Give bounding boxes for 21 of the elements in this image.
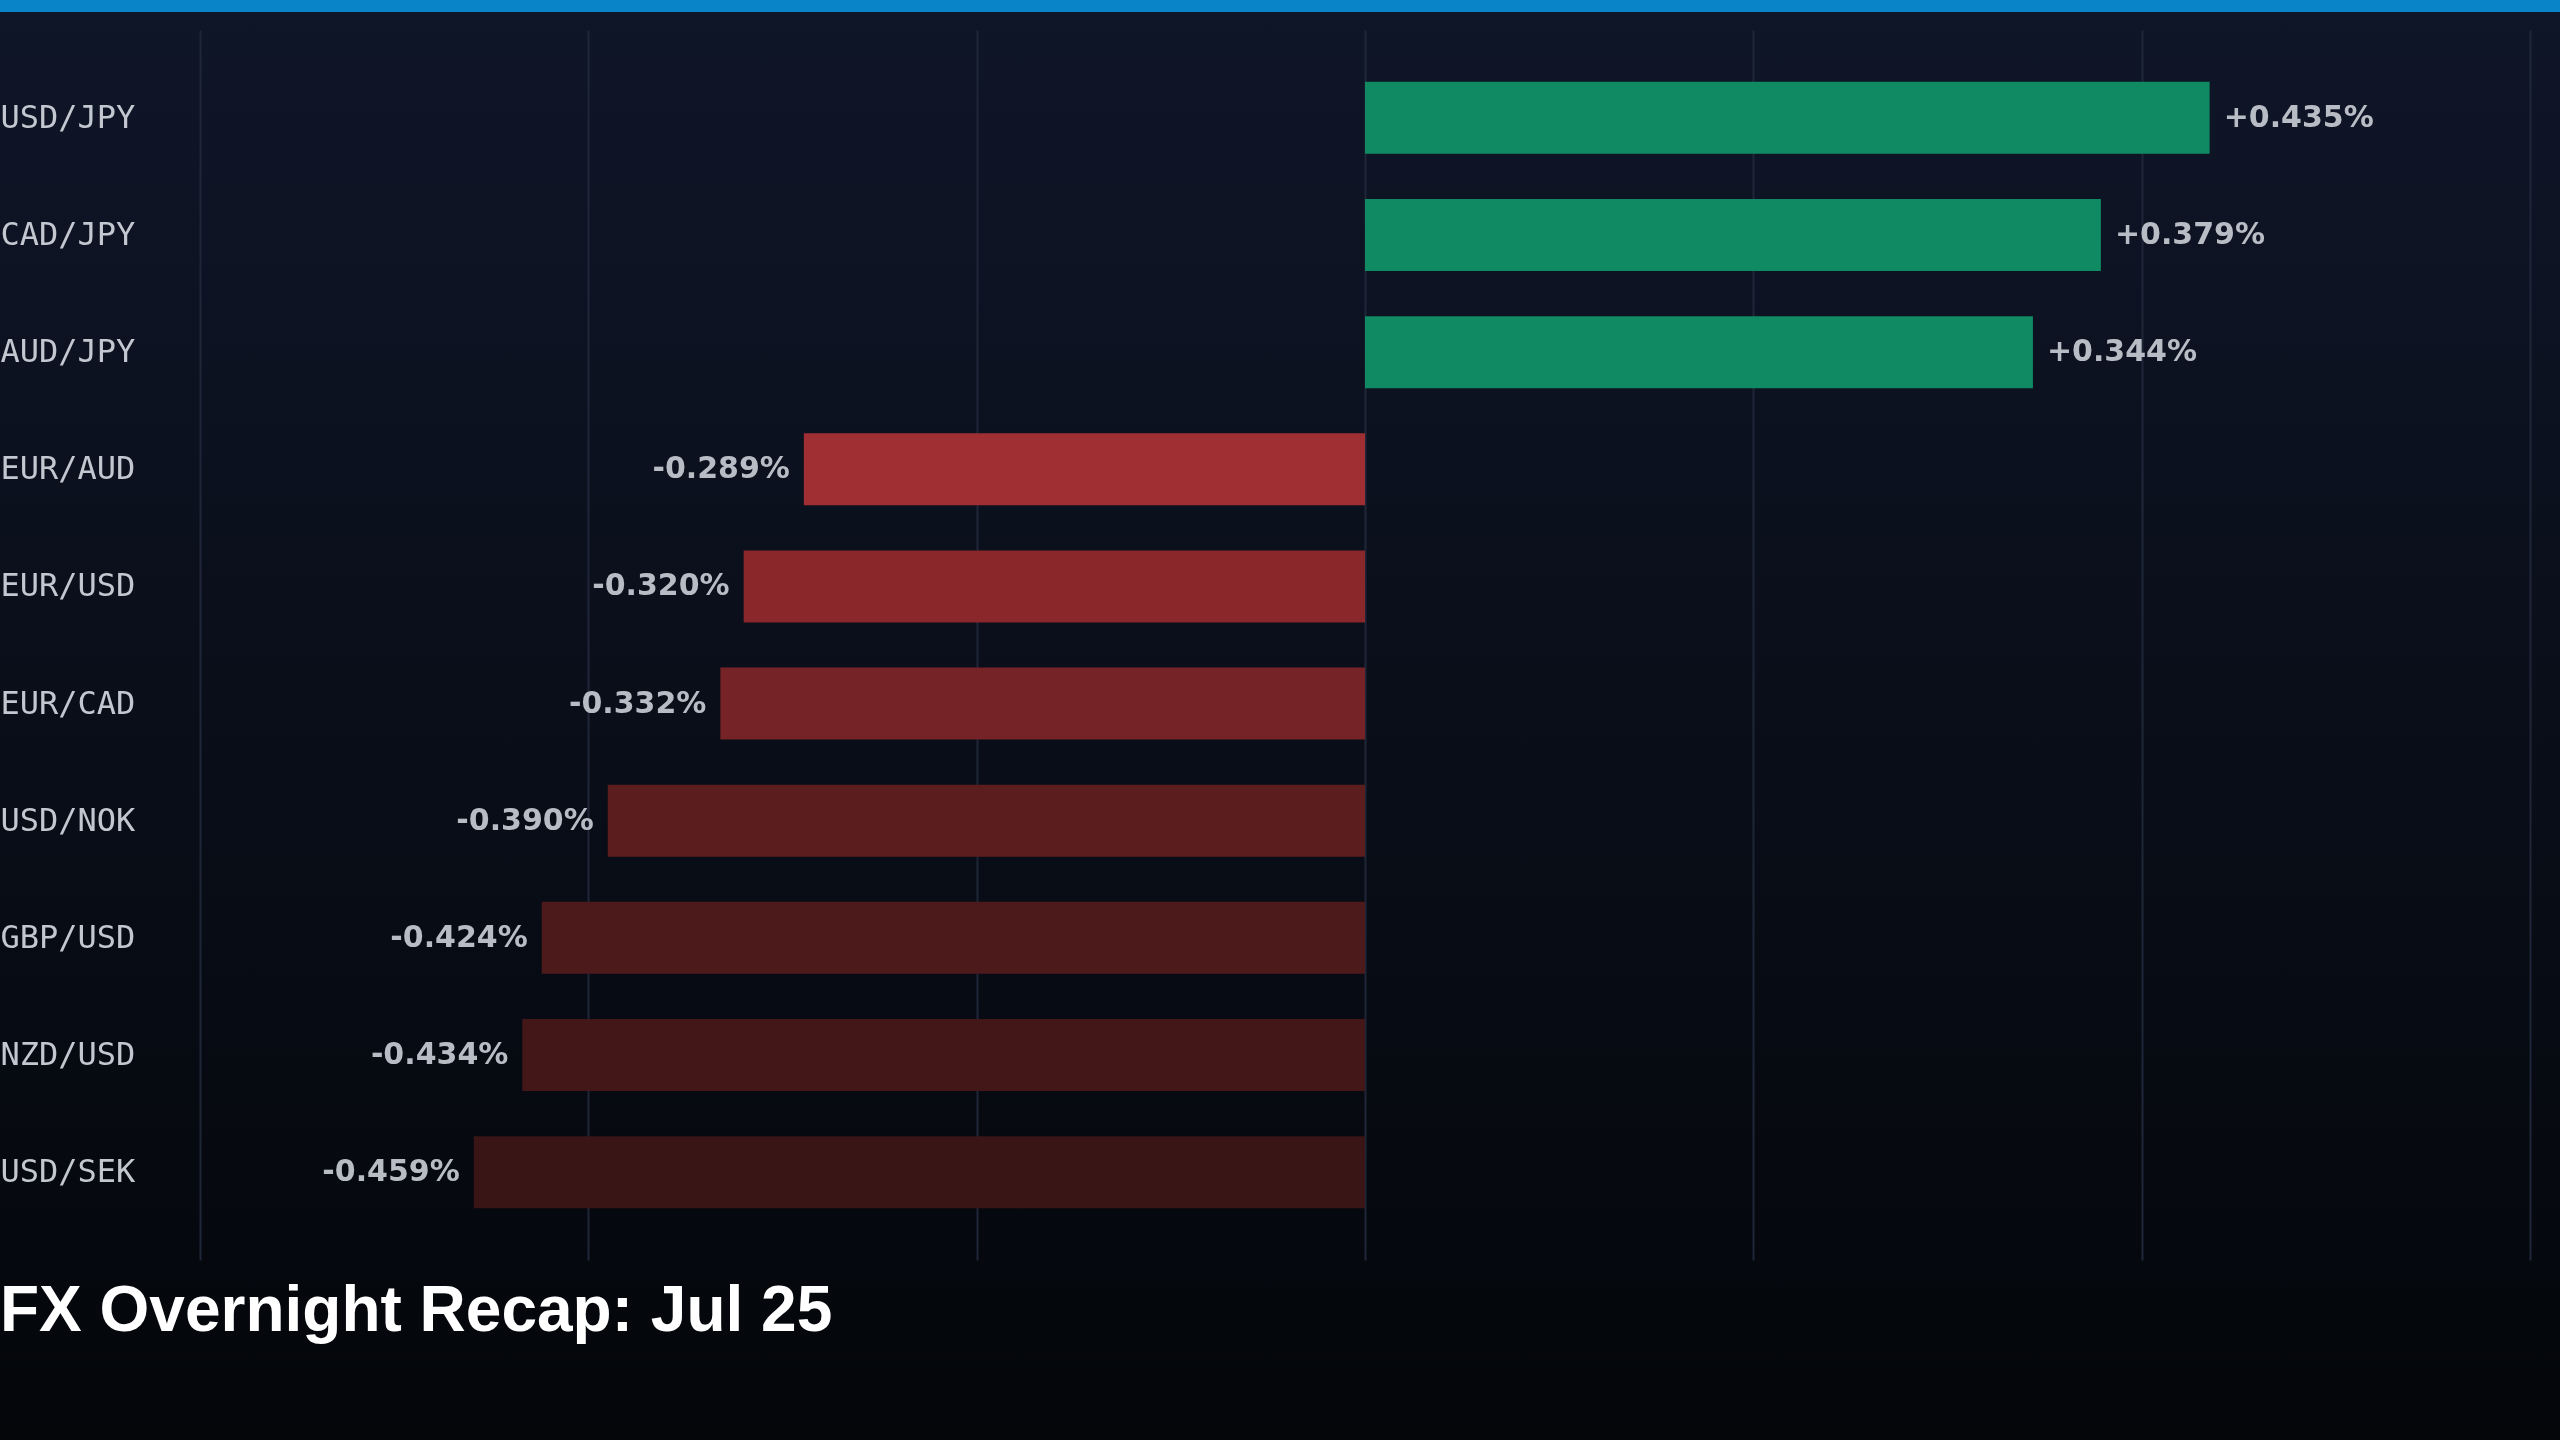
y-tick-label: EUR/USD bbox=[0, 566, 136, 605]
text: FX Overnight Recap: Jul 25 bbox=[0, 1273, 833, 1345]
y-tick-label: EUR/AUD bbox=[0, 449, 136, 488]
y-tick-label: USD/JPY bbox=[0, 97, 136, 136]
y-tick-label: CAD/JPY bbox=[0, 215, 136, 253]
data-label: +0.379% bbox=[2114, 216, 2265, 251]
y-tick-label: NZD/USD bbox=[0, 1035, 136, 1073]
data-label: -0.332% bbox=[568, 684, 707, 720]
data-label: -0.390% bbox=[456, 801, 594, 837]
data-label: +0.344% bbox=[2046, 333, 2198, 369]
y-tick-label: GBP/USD bbox=[0, 917, 136, 956]
data-label: -0.320% bbox=[592, 567, 730, 603]
y-tick-label: USD/SEK bbox=[0, 1152, 137, 1191]
y-tick-label: EUR/CAD bbox=[0, 683, 136, 722]
data-label: -0.434% bbox=[370, 1036, 509, 1071]
data-label: -0.459% bbox=[322, 1153, 460, 1189]
data-label: -0.424% bbox=[390, 918, 528, 954]
data-label: +0.435% bbox=[2223, 98, 2374, 134]
y-tick-label: USD/NOK bbox=[0, 800, 137, 839]
data-label: -0.289% bbox=[652, 450, 790, 486]
y-tick-label: AUD/JPY bbox=[0, 332, 136, 371]
